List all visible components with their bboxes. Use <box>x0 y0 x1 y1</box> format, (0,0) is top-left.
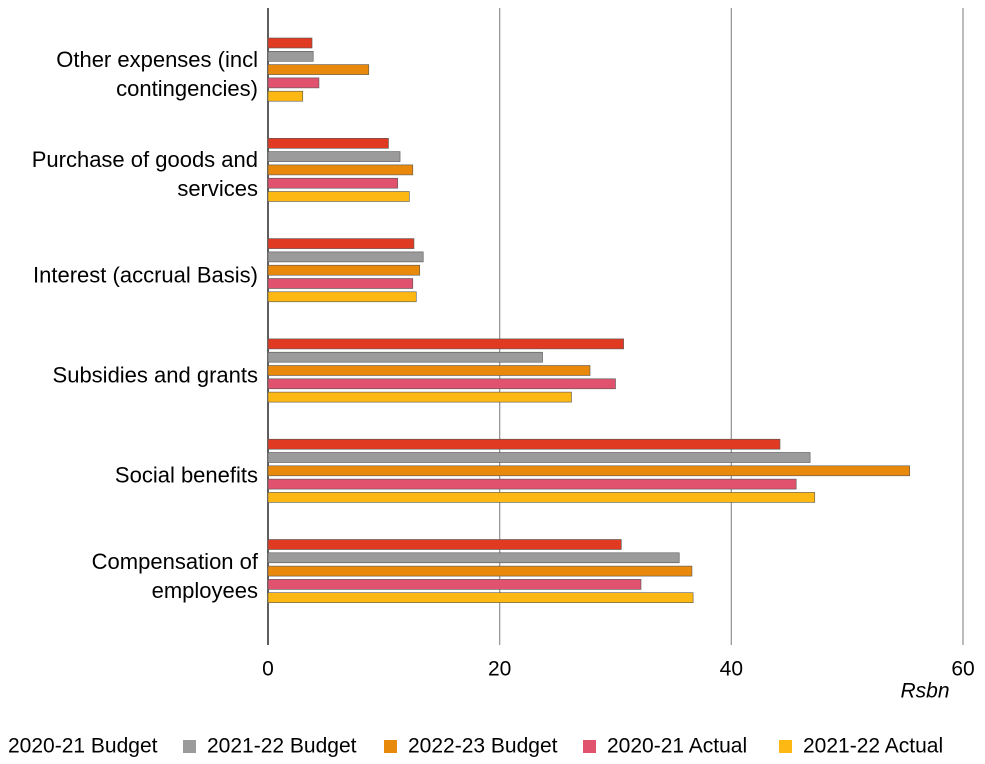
bar <box>267 579 642 590</box>
bar <box>267 264 421 276</box>
bar <box>267 77 320 89</box>
bar <box>267 291 417 303</box>
x-tick-label: 60 <box>951 658 974 681</box>
legend-swatch <box>779 740 792 753</box>
x-tick-label: 20 <box>488 658 511 681</box>
bar <box>267 238 415 249</box>
y-tick-label: Compensation of employees <box>91 548 258 603</box>
bar <box>267 391 572 403</box>
x-tick-label: 0 <box>262 658 274 681</box>
legend-label: 2021-22 Actual <box>803 735 943 758</box>
x-tick-label: 40 <box>720 658 743 681</box>
bar <box>267 138 389 149</box>
x-axis-label: Rsbn <box>900 680 949 703</box>
bar <box>267 191 410 202</box>
bar <box>267 251 424 263</box>
bar <box>267 465 911 477</box>
bar <box>267 592 694 604</box>
bar <box>267 64 370 75</box>
legend-swatch <box>384 740 397 753</box>
bar <box>267 177 399 189</box>
bar <box>267 492 816 503</box>
bar <box>267 50 314 62</box>
bar <box>267 452 811 463</box>
y-tick-label: Interest (accrual Basis) <box>33 262 258 288</box>
bar <box>267 438 781 450</box>
bar <box>267 378 616 390</box>
bar <box>267 278 414 289</box>
legend-label: 2021-22 Budget <box>207 735 357 758</box>
legend-label: 2022-23 Budget <box>408 735 558 758</box>
bar <box>267 164 414 176</box>
bar <box>267 37 313 49</box>
y-tick-label: Subsidies and grants <box>52 362 258 388</box>
bar <box>267 351 543 363</box>
bar <box>267 552 680 564</box>
bar <box>267 365 591 376</box>
legend-label: 2020-21 Budget <box>8 735 158 758</box>
y-tick-label: Social benefits <box>114 462 258 488</box>
bar <box>267 151 401 162</box>
y-tick-label: Purchase of goods and services <box>31 147 258 202</box>
bar <box>267 565 693 577</box>
bar <box>267 338 624 350</box>
y-tick-label: Other expenses (incl contingencies) <box>56 47 258 101</box>
legend-swatch <box>183 740 196 753</box>
bar <box>267 478 797 490</box>
legend-swatch <box>583 740 596 753</box>
bar <box>267 539 622 550</box>
bar <box>267 90 304 102</box>
legend-label: 2020-21 Actual <box>607 735 747 758</box>
